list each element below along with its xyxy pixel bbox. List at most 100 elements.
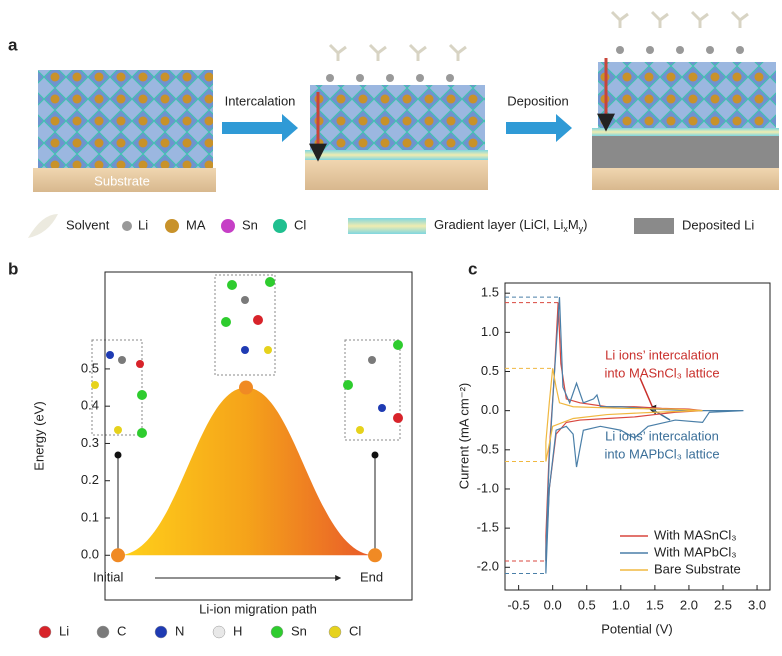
substrate [33,168,216,192]
energy-area [118,387,375,556]
y-tick-label: -1.5 [477,520,499,535]
plot-frame [504,282,771,591]
legend-label: N [175,623,184,638]
legend-label: Li [59,623,69,638]
lattice [598,62,776,128]
panel-label: c [468,259,477,278]
guide-dot [114,451,122,459]
annotation-arrow [639,377,657,415]
x-tick-label: -0.5 [507,597,529,612]
gradient-layer [305,150,488,160]
substrate [592,168,779,190]
x-tick-label: 3.0 [748,597,766,612]
panel-label: b [8,259,18,278]
legend-icon [96,625,110,639]
x-tick-label: 2.5 [714,597,732,612]
y-axis-title: Current (mA cm⁻²) [456,383,471,490]
legend-icon [273,219,287,233]
y-tick-label: 0.0 [81,547,99,562]
y-tick-label: 1.5 [481,285,499,300]
legend-label: Cl [294,217,306,232]
y-tick-label: 1.0 [481,324,499,339]
legend-icon [38,625,52,639]
legend-label: With MAPbCl₃ [654,544,737,559]
legend-text: y [579,224,584,234]
x-tick-label: 0.0 [544,597,562,612]
y-tick-label: 0.2 [81,472,99,487]
inset [214,274,276,376]
solvent [610,10,749,28]
arrow-label: Deposition [507,93,568,108]
legend-icon [634,218,674,234]
y-tick-label: 0.3 [81,435,99,450]
lattice [38,70,213,168]
legend-label: Bare Substrate [654,561,741,576]
legend-label: Li [138,217,148,232]
legend-icon [328,625,342,639]
y-axis-title: Energy (eV) [31,401,46,470]
process-arrow [506,114,572,142]
annotation: Li ions’ intercalation [605,347,719,362]
legend-icon [212,625,226,639]
legend-label: With MASnCl₃ [654,527,737,542]
x-tick-label: 1.0 [612,597,630,612]
legend-icon [348,218,426,234]
legend-label: Deposited Li [682,217,754,232]
guide-dot [371,451,379,459]
x-tick-label: Initial [93,569,123,584]
panel-b-decor [91,274,403,581]
x-axis-title: Li-ion migration path [199,601,317,616]
y-tick-label: 0.4 [81,398,99,413]
legend-text: x [563,224,568,234]
legend-label: C [117,623,126,638]
cv-line [545,297,744,574]
y-tick-label: 0.0 [481,402,499,417]
process-arrow [222,114,298,142]
legend-label: MA [186,217,206,232]
legend-text: ) [583,217,587,232]
li-atoms [616,46,744,54]
energy-point [368,548,382,563]
y-tick-label: 0.1 [81,509,99,524]
deposited-li [592,136,779,168]
plot-frame [104,271,413,601]
legend-a: Solvent Li MA Sn Cl Gradient layer (LiCl… [28,214,754,238]
legend-icon [270,625,284,639]
lattice [310,85,485,150]
y-tick-label: 0.5 [81,360,99,375]
panel-a: a Substrate Intercalation Deposition Sol… [8,10,779,238]
inset [343,339,403,441]
legend-icon [122,221,132,231]
legend-icon [165,219,179,233]
annotation: Li ions’ intercalation [605,428,719,443]
energy-point [239,380,253,395]
gradient-layer [592,128,779,136]
x-tick-label: 2.0 [680,597,698,612]
solvent-icon [28,214,58,238]
annotation: into MAPbCl₃ lattice [604,446,719,461]
legend-icon [221,219,235,233]
x-axis-title: Potential (V) [601,621,673,636]
annotation: into MASnCl₃ lattice [604,365,719,380]
arrow-label: Intercalation [225,93,296,108]
panel-label: a [8,35,18,54]
legend-label: Cl [349,623,361,638]
inset [91,339,147,438]
x-tick-label: 0.5 [578,597,596,612]
energy-point [111,548,125,563]
substrate-label: Substrate [94,173,150,188]
x-tick-label: 1.5 [646,597,664,612]
legend-label: H [233,623,242,638]
y-tick-label: -2.0 [477,559,499,574]
y-tick-label: -0.5 [477,441,499,456]
cv-line [545,368,703,462]
legend-label: Sn [291,623,307,638]
legend-icon [154,625,168,639]
legend-text: Gradient layer (LiCl, Li [434,217,563,232]
x-tick-label: End [360,569,383,584]
li-atoms [326,74,454,82]
y-tick-label: 0.5 [481,363,499,378]
legend-text: M [568,217,579,232]
legend-label: Sn [242,217,258,232]
